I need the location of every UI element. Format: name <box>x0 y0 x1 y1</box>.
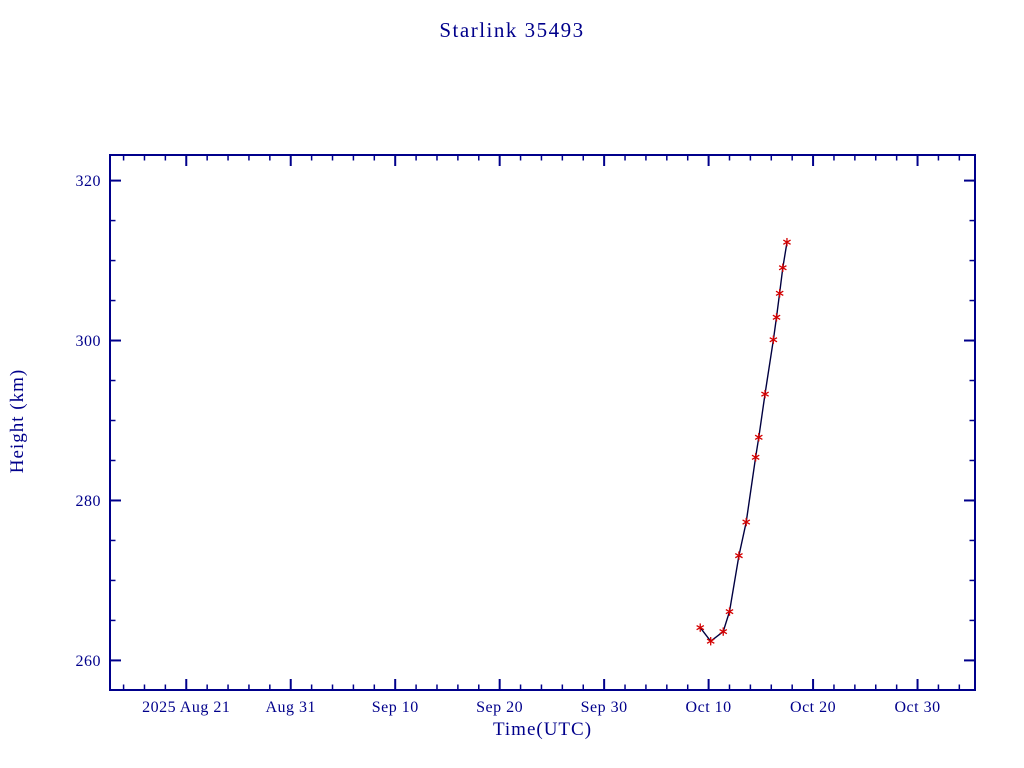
x-axis-label: Time(UTC) <box>492 719 593 740</box>
data-point-marker <box>778 263 787 272</box>
y-tick-label: 300 <box>76 333 102 350</box>
data-point-marker <box>751 453 760 462</box>
x-tick-label: Oct 20 <box>790 699 836 716</box>
data-point-marker <box>775 289 784 298</box>
data-point-marker <box>754 433 763 442</box>
y-tick-label: 320 <box>76 173 102 190</box>
y-axis-label: Height (km) <box>7 368 28 474</box>
x-tick-label: Sep 20 <box>476 699 523 716</box>
data-point-marker <box>706 637 715 646</box>
axis-ticks <box>110 155 975 690</box>
x-tick-label: Sep 10 <box>372 699 419 716</box>
x-tick-label: Aug 31 <box>265 699 316 716</box>
x-tick-label: Oct 10 <box>686 699 732 716</box>
x-tick-label: Sep 30 <box>581 699 628 716</box>
x-tick-label: 2025 Aug 21 <box>142 699 230 716</box>
y-tick-label: 260 <box>76 653 102 670</box>
data-point-marker <box>782 237 791 247</box>
data-point-marker <box>719 627 728 636</box>
series-markers <box>696 237 791 646</box>
series-line <box>699 242 788 643</box>
data-point-marker <box>761 389 769 399</box>
data-point-marker <box>696 623 705 632</box>
data-point-marker <box>769 335 778 344</box>
tick-labels: 2025 Aug 21 Aug 31 Sep 10 Sep 20 Sep 30 Oct 1… <box>76 173 941 716</box>
x-tick-label: Oct 30 <box>894 699 940 716</box>
chart-title: Starlink 35493 <box>439 18 585 42</box>
y-tick-label: 280 <box>76 493 102 510</box>
data-point-marker <box>725 607 734 616</box>
plot-frame <box>109 154 976 691</box>
data-point-marker <box>772 313 781 322</box>
data-point-marker <box>742 517 751 527</box>
data-point-marker <box>734 551 743 560</box>
